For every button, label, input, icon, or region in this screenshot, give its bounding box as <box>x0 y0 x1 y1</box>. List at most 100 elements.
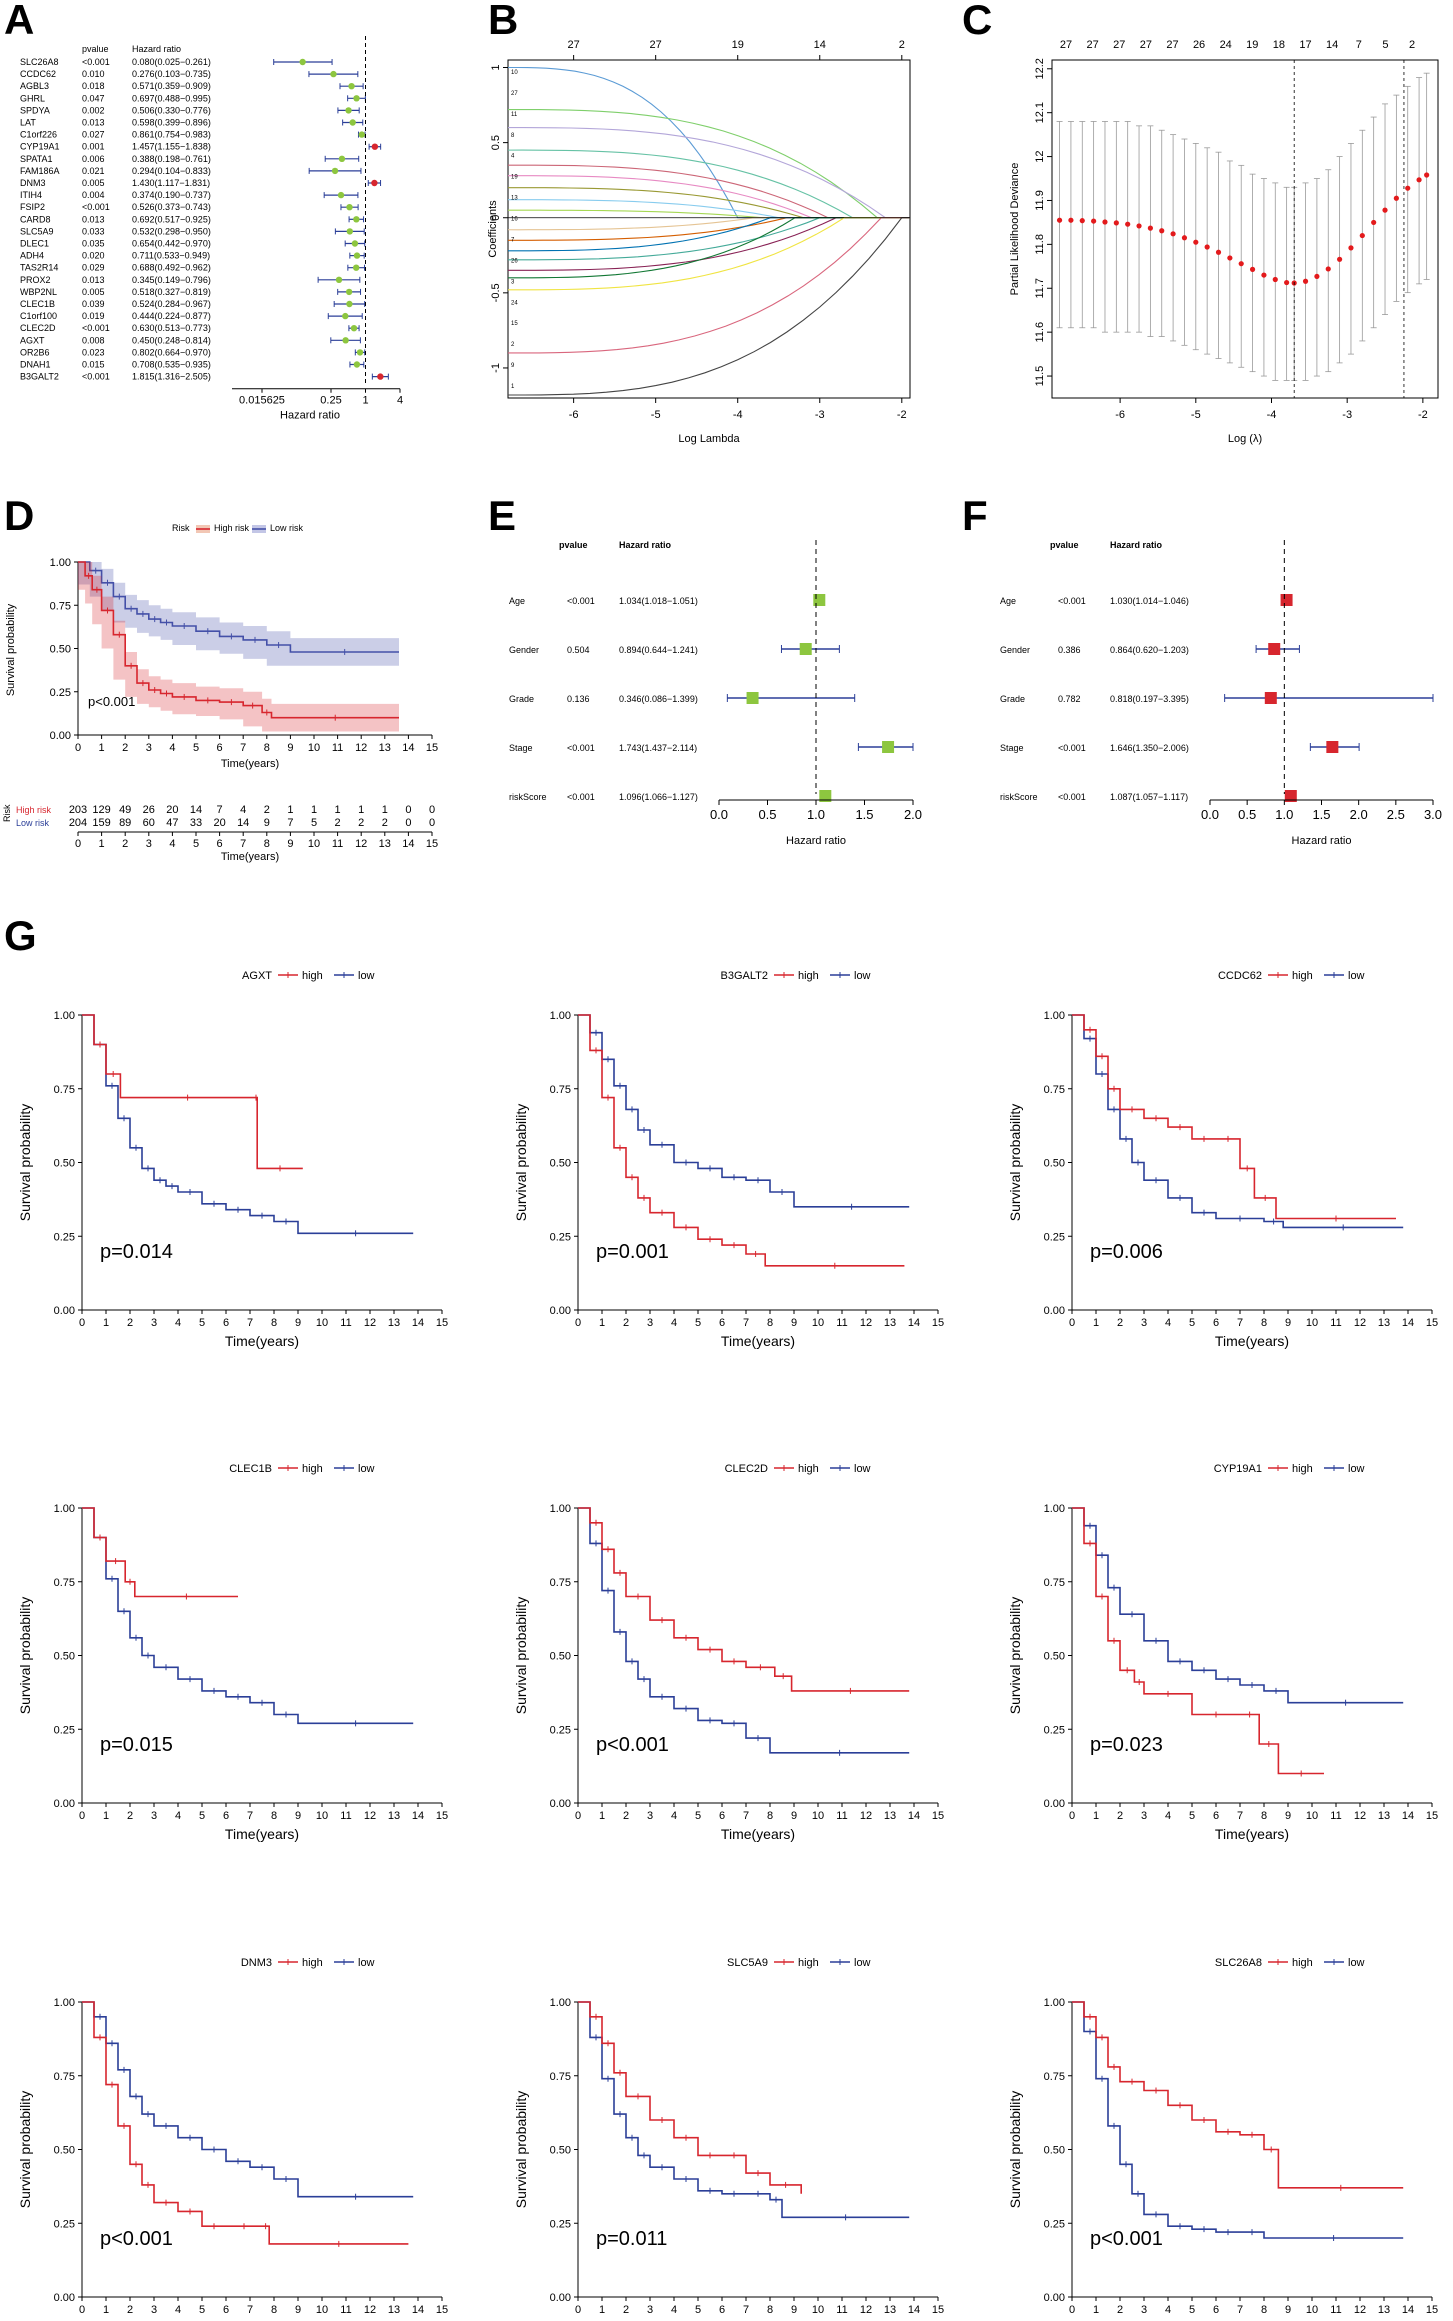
g-slc5a9-low-curve <box>578 2001 910 2219</box>
c-top-tick-label: 5 <box>1382 39 1388 51</box>
g-clec2d-x-tick-label: 4 <box>671 1810 677 1822</box>
c-top-tick-label: 24 <box>1220 39 1232 51</box>
g-dnm3-legend-low-label: low <box>358 1957 375 1969</box>
g-agxt-legend-high-label: high <box>302 970 323 982</box>
f-row-label: Grade <box>1000 694 1025 704</box>
c-x-tick-label: -3 <box>1342 409 1352 421</box>
g-ccdc62-legend-high-label: high <box>1292 970 1313 982</box>
a-x-tick-label: 4 <box>397 395 403 407</box>
f-hr-text: 0.864(0.620−1.203) <box>1110 645 1189 655</box>
b-path-index-label: 7 <box>511 237 515 243</box>
a-hr-text: 0.802(0.664−0.970) <box>132 347 211 357</box>
g-agxt-y-tick-label: 0.25 <box>54 1231 75 1243</box>
g-clec1b-y-tick-label: 0.00 <box>54 1798 75 1810</box>
d-x-tick-label: 0 <box>75 742 81 754</box>
g-cyp19a1-y-tick-label: 1.00 <box>1044 1503 1065 1515</box>
g-agxt-x-tick-label: 7 <box>247 1317 253 1329</box>
g-slc5a9-x-tick-label: 10 <box>812 2304 824 2316</box>
a-hr-point <box>352 264 360 271</box>
g-slc26a8-pvalue: p<0.001 <box>1090 2228 1163 2250</box>
a-hr-text: 0.518(0.327−0.819) <box>132 287 211 297</box>
panel-g-km-grid: 0.000.250.500.751.000 1 2 3 4 5 6 7 8 9 10 11 12 13 14… <box>17 970 1438 2321</box>
a-hr-point <box>346 300 353 308</box>
c-top-tick-label: 26 <box>1193 39 1205 51</box>
e-x-axis-title: Hazard ratio <box>786 835 846 847</box>
g-agxt-x-tick-label: 10 <box>316 1317 328 1329</box>
a-hr-text: 0.571(0.359−0.909) <box>132 81 211 91</box>
d-risk-x-tick-label: 7 <box>240 838 246 850</box>
g-slc5a9-x-tick-label: 13 <box>884 2304 896 2316</box>
g-ccdc62-x-tick-label: 7 <box>1237 1317 1243 1329</box>
a-hr-point <box>358 131 365 138</box>
g-slc5a9-x-tick-label: 0 <box>575 2304 581 2316</box>
d-risk-high-count: 0 <box>405 804 411 816</box>
g-clec1b-x-tick-label: 13 <box>388 1810 400 1822</box>
f-hr-marker <box>1280 594 1293 606</box>
f-row-label: riskScore <box>1000 792 1038 802</box>
g-slc26a8-x-tick-label: 0 <box>1069 2304 1075 2316</box>
d-risk-high-count: 203 <box>69 804 87 816</box>
g-ccdc62-x-tick-label: 6 <box>1213 1317 1219 1329</box>
a-pvalue: 0.004 <box>82 190 105 200</box>
g-km-plot: 0.000.250.500.751.000 1 2 3 4 5 6 7 8 9 10 11 12 13 14… <box>513 1463 944 1842</box>
c-x-tick-label: -5 <box>1191 409 1201 421</box>
c-deviance-point <box>1079 218 1085 224</box>
g-ccdc62-y-tick-label: 0.25 <box>1044 1231 1065 1243</box>
b-coefficient-path <box>507 209 911 219</box>
b-path-index-label: 11 <box>511 112 518 118</box>
g-cyp19a1-x-tick-label: 7 <box>1237 1810 1243 1822</box>
g-b3galt2-high-curve <box>578 1014 905 1267</box>
c-deviance-point <box>1147 225 1153 231</box>
d-risk-low-count: 159 <box>92 817 110 829</box>
g-slc26a8-x-tick-label: 12 <box>1354 2304 1366 2316</box>
g-agxt-x-tick-label: 8 <box>271 1317 277 1329</box>
g-slc5a9-x-tick-label: 7 <box>743 2304 749 2316</box>
g-slc5a9-y-tick-label: 0.50 <box>550 2145 571 2157</box>
panel-label-g: G <box>4 912 37 959</box>
g-clec1b-x-tick-label: 2 <box>127 1810 133 1822</box>
f-hr-text: 0.818(0.197−3.395) <box>1110 694 1189 704</box>
a-gene-label: PROX2 <box>20 275 51 285</box>
a-x-axis-title: Hazard ratio <box>280 410 340 422</box>
d-legend-title: Risk <box>172 523 190 533</box>
a-hr-text: 0.294(0.104−0.833) <box>132 166 211 176</box>
b-coefficient-path <box>507 217 911 354</box>
g-ccdc62-x-tick-label: 15 <box>1426 1317 1438 1329</box>
a-hr-point <box>353 252 361 259</box>
d-risk-low-count: 14 <box>237 817 249 829</box>
a-pvalue: 0.019 <box>82 311 105 321</box>
d-x-tick-label: 15 <box>426 742 438 754</box>
g-km-plot: 0.000.250.500.751.000 1 2 3 4 5 6 7 8 9 10 11 12 13 14… <box>513 970 944 1349</box>
g-clec2d-y-axis-title: Survival probability <box>513 1597 529 1715</box>
g-agxt-high-curve <box>82 1014 303 1170</box>
c-deviance-point <box>1272 276 1278 283</box>
g-slc26a8-y-tick-label: 0.75 <box>1044 2071 1065 2083</box>
d-risk-x-tick-label: 13 <box>379 838 391 850</box>
a-gene-label: FSIP2 <box>20 202 45 212</box>
a-hr-point <box>351 240 359 247</box>
g-agxt-x-tick-label: 5 <box>199 1317 205 1329</box>
g-b3galt2-x-tick-label: 13 <box>884 1317 896 1329</box>
f-pvalue: <0.001 <box>1058 792 1086 802</box>
b-x-axis-title: Log Lambda <box>678 433 740 445</box>
a-hr-text: 0.598(0.399−0.896) <box>132 118 211 128</box>
d-risk-high-count: 1 <box>335 804 341 816</box>
b-coefficient-path <box>507 217 911 396</box>
a-gene-label: B3GALT2 <box>20 372 59 382</box>
c-top-tick-label: 14 <box>1326 39 1338 51</box>
f-hr-text: 1.087(1.057−1.117) <box>1110 792 1188 802</box>
g-b3galt2-y-tick-label: 0.25 <box>550 1231 571 1243</box>
g-cyp19a1-legend-low-label: low <box>1348 1463 1365 1475</box>
a-gene-label: ITIH4 <box>20 190 42 200</box>
d-x-tick-label: 5 <box>193 742 199 754</box>
b-y-tick-label: 0 <box>490 215 502 221</box>
d-risk-high-count: 129 <box>92 804 110 816</box>
g-slc26a8-x-tick-label: 10 <box>1306 2304 1318 2316</box>
f-hr-marker <box>1268 643 1281 655</box>
c-deviance-point <box>1382 207 1388 213</box>
d-x-tick-label: 14 <box>402 742 414 754</box>
g-cyp19a1-y-tick-label: 0.00 <box>1044 1798 1065 1810</box>
g-clec2d-x-tick-label: 6 <box>719 1810 725 1822</box>
d-x-axis-title: Time(years) <box>221 758 279 770</box>
